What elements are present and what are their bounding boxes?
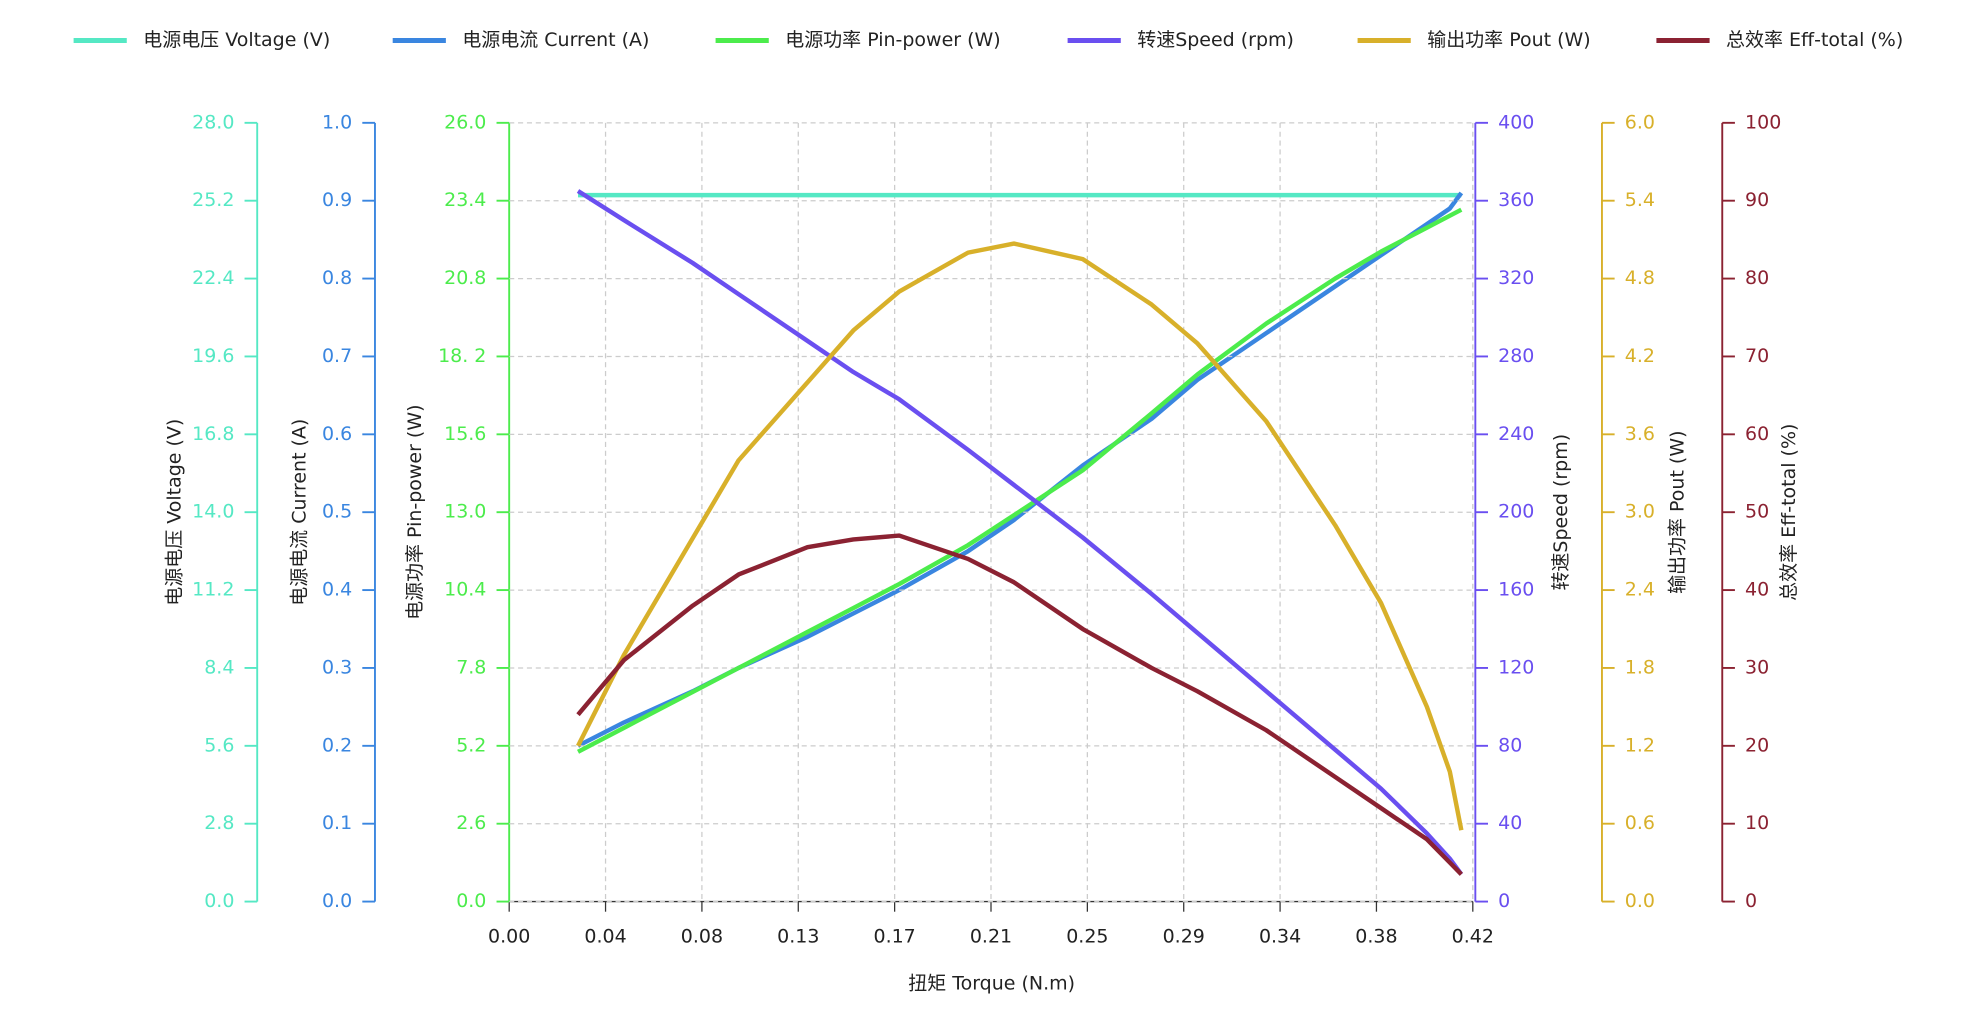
legend-label: 输出功率 Pout (W): [1427, 29, 1590, 51]
y-tick-label: 80: [1498, 734, 1522, 756]
y-axis-title: 转速Speed (rpm): [1550, 434, 1572, 591]
y-tick-label: 0.9: [322, 189, 352, 211]
y-tick-label: 240: [1498, 423, 1534, 445]
y-tick-label: 1.2: [1625, 734, 1655, 756]
y-tick-label: 13.0: [444, 501, 486, 523]
y-tick-label: 0.7: [322, 345, 352, 367]
y-tick-label: 2.4: [1625, 579, 1655, 601]
y-tick-label: 160: [1498, 579, 1534, 601]
y-tick-label: 0.8: [322, 267, 352, 289]
legend-label: 总效率 Eff-total (%): [1726, 29, 1903, 51]
y-tick-label: 0: [1498, 890, 1510, 912]
y-axis-title: 电源电压 Voltage (V): [163, 419, 185, 606]
y-tick-label: 20.8: [444, 267, 486, 289]
legend-label: 电源电流 Current (A): [462, 29, 649, 51]
x-tick-label: 0.42: [1452, 926, 1494, 948]
y-tick-label: 6.0: [1625, 111, 1655, 133]
y-tick-label: 40: [1745, 579, 1769, 601]
y-axis-title: 总效率 Eff-total (%): [1778, 424, 1800, 601]
y-axis-title: 电源功率 Pin-power (W): [404, 404, 426, 619]
y-tick-label: 20: [1745, 734, 1769, 756]
series-line: [576, 207, 1463, 754]
x-tick-label: 0.04: [584, 926, 626, 948]
y-tick-label: 0.6: [322, 423, 352, 445]
y-tick-label: 16.8: [192, 423, 234, 445]
y-tick-label: 5.4: [1625, 189, 1655, 211]
x-tick-label: 0.25: [1066, 926, 1108, 948]
legend-label: 电源功率 Pin-power (W): [785, 29, 1000, 51]
y-tick-label: 50: [1745, 501, 1769, 523]
y-tick-label: 22.4: [192, 267, 234, 289]
x-tick-label: 0.17: [873, 926, 915, 948]
series-line: [576, 241, 1464, 831]
y-tick-label: 90: [1745, 189, 1769, 211]
y-tick-label: 0.0: [322, 890, 352, 912]
y-tick-label: 120: [1498, 656, 1534, 678]
x-tick-label: 0.29: [1163, 926, 1205, 948]
y-tick-label: 28.0: [192, 111, 234, 133]
y-tick-label: 3.0: [1625, 501, 1655, 523]
legend-label: 电源电压 Voltage (V): [143, 29, 330, 51]
series-line: [576, 533, 1463, 876]
y-tick-label: 5.2: [456, 734, 486, 756]
series-line: [576, 189, 1464, 876]
y-tick-label: 2.6: [456, 812, 486, 834]
x-tick-label: 0.21: [970, 926, 1012, 948]
y-tick-label: 1.8: [1625, 656, 1655, 678]
y-tick-label: 1.0: [322, 111, 352, 133]
y-tick-label: 4.8: [1625, 267, 1655, 289]
y-tick-label: 25.2: [192, 189, 234, 211]
y-tick-label: 0.1: [322, 812, 352, 834]
x-tick-label: 0.38: [1355, 926, 1397, 948]
y-tick-label: 60: [1745, 423, 1769, 445]
y-axis-title: 电源电流 Current (A): [289, 419, 311, 606]
x-tick-label: 0.00: [488, 926, 530, 948]
y-tick-label: 19.6: [192, 345, 234, 367]
y-tick-label: 4.2: [1625, 345, 1655, 367]
y-tick-label: 0.2: [322, 734, 352, 756]
legend-label: 转速Speed (rpm): [1137, 29, 1294, 51]
y-tick-label: 18. 2: [438, 345, 486, 367]
y-tick-label: 10.4: [444, 579, 486, 601]
y-axis-title: 输出功率 Pout (W): [1666, 430, 1688, 593]
y-tick-label: 0.0: [1625, 890, 1655, 912]
y-tick-label: 0.0: [456, 890, 486, 912]
y-tick-label: 0.6: [1625, 812, 1655, 834]
y-tick-label: 360: [1498, 189, 1534, 211]
y-tick-label: 80: [1745, 267, 1769, 289]
y-tick-label: 14.0: [192, 501, 234, 523]
y-tick-label: 40: [1498, 812, 1522, 834]
y-tick-label: 7.8: [456, 656, 486, 678]
y-tick-label: 0.4: [322, 579, 352, 601]
y-tick-label: 0.0: [204, 890, 234, 912]
y-tick-label: 30: [1745, 656, 1769, 678]
y-tick-label: 15.6: [444, 423, 486, 445]
y-tick-label: 3.6: [1625, 423, 1655, 445]
y-tick-label: 0.5: [322, 501, 352, 523]
y-tick-label: 5.6: [204, 734, 234, 756]
y-tick-label: 100: [1745, 111, 1781, 133]
y-tick-label: 0.3: [322, 656, 352, 678]
x-tick-label: 0.34: [1259, 926, 1301, 948]
y-tick-label: 0: [1745, 890, 1757, 912]
y-tick-label: 320: [1498, 267, 1534, 289]
y-tick-label: 400: [1498, 111, 1534, 133]
x-axis-title: 扭矩 Torque (N.m): [908, 972, 1075, 994]
y-tick-label: 2.8: [204, 812, 234, 834]
x-tick-label: 0.13: [777, 926, 819, 948]
y-tick-label: 23.4: [444, 189, 486, 211]
x-tick-label: 0.08: [681, 926, 723, 948]
y-tick-label: 11.2: [192, 579, 234, 601]
y-tick-label: 26.0: [444, 111, 486, 133]
y-tick-label: 8.4: [204, 656, 234, 678]
y-tick-label: 280: [1498, 345, 1534, 367]
y-tick-label: 10: [1745, 812, 1769, 834]
y-tick-label: 200: [1498, 501, 1534, 523]
y-tick-label: 70: [1745, 345, 1769, 367]
